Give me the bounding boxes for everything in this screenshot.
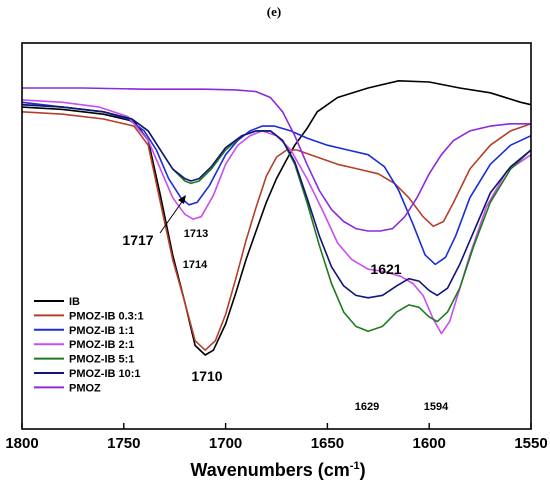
x-axis-title-superscript: -1 <box>350 460 360 472</box>
series-line-5 <box>21 103 532 299</box>
plot-frame <box>21 42 532 430</box>
series-line-2 <box>21 101 532 266</box>
legend-label-2: PMOZ-IB 1:1 <box>69 325 134 337</box>
annotation-1714: 1714 <box>183 259 208 271</box>
legend: IB PMOZ-IB 0.3:1 PMOZ-IB 1:1 PMOZ-IB 2:1 PMO… <box>34 296 144 394</box>
legend-label-6: PMOZ <box>69 382 101 394</box>
x-tick-label-3: 1650 <box>311 435 344 452</box>
annotation-1713: 1713 <box>184 228 208 240</box>
x-axis-title-main: Wavenumbers (cm <box>190 460 349 480</box>
annotation-1594: 1594 <box>424 401 449 413</box>
series-line-4 <box>21 103 532 332</box>
plot-area <box>21 80 532 356</box>
x-tick-label-5: 1550 <box>514 435 547 452</box>
annotation-1717: 1717 <box>122 232 153 248</box>
legend-label-1: PMOZ-IB 0.3:1 <box>69 310 144 322</box>
legend-label-5: PMOZ-IB 10:1 <box>69 368 141 380</box>
x-axis: 1800 1750 1700 1650 1600 1550 <box>5 423 548 452</box>
series-line-0 <box>21 80 532 356</box>
legend-label-0: IB <box>69 296 80 308</box>
x-tick-label-0: 1800 <box>5 435 38 452</box>
series-line-1 <box>21 111 532 351</box>
peak-annotations: 1717 1713 1714 1710 1621 1629 1594 <box>122 228 449 413</box>
legend-label-3: PMOZ-IB 2:1 <box>69 339 134 351</box>
legend-label-4: PMOZ-IB 5:1 <box>69 354 134 366</box>
series-line-3 <box>21 99 532 335</box>
x-axis-title-close: ) <box>360 460 366 480</box>
annotation-arrow-1717 <box>159 198 185 234</box>
annotation-1629: 1629 <box>355 401 379 413</box>
x-tick-label-2: 1700 <box>209 435 242 452</box>
series-line-6 <box>22 87 531 232</box>
annotation-1710: 1710 <box>191 368 222 384</box>
x-tick-label-1: 1750 <box>107 435 140 452</box>
x-tick-label-4: 1600 <box>413 435 446 452</box>
panel-label: (e) <box>267 4 281 19</box>
x-axis-title: Wavenumbers (cm-1) <box>190 460 365 480</box>
annotation-arrow-head <box>178 195 186 204</box>
annotation-1621: 1621 <box>370 261 401 277</box>
